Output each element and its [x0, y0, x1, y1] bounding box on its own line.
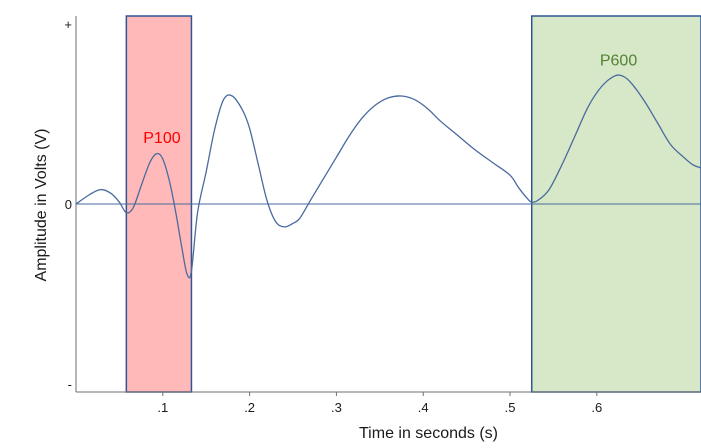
region-label-p600: P600: [600, 52, 637, 69]
x-axis-title: Time in seconds (s): [359, 425, 498, 442]
x-tick-label: .3: [331, 400, 342, 415]
x-tick-label: .5: [505, 400, 516, 415]
y-tick-label: 0: [65, 197, 72, 212]
y-tick-label: +: [64, 17, 72, 32]
series-line-0: [75, 74, 701, 279]
series-layer: [75, 74, 701, 279]
tick-labels: .1 .2 .3 .4 .5 .6 +0 -: [64, 17, 602, 415]
x-tick-label: .2: [244, 400, 255, 415]
x-tick-label: .4: [418, 400, 429, 415]
y-axis-title: Amplitude in Volts (V): [33, 129, 50, 282]
x-tick-label: .1: [157, 400, 168, 415]
y-tick-label: -: [68, 377, 72, 392]
x-tick-label: .6: [591, 400, 602, 415]
region-labels: P100 P600: [143, 52, 637, 146]
region-label-p100: P100: [143, 130, 180, 147]
